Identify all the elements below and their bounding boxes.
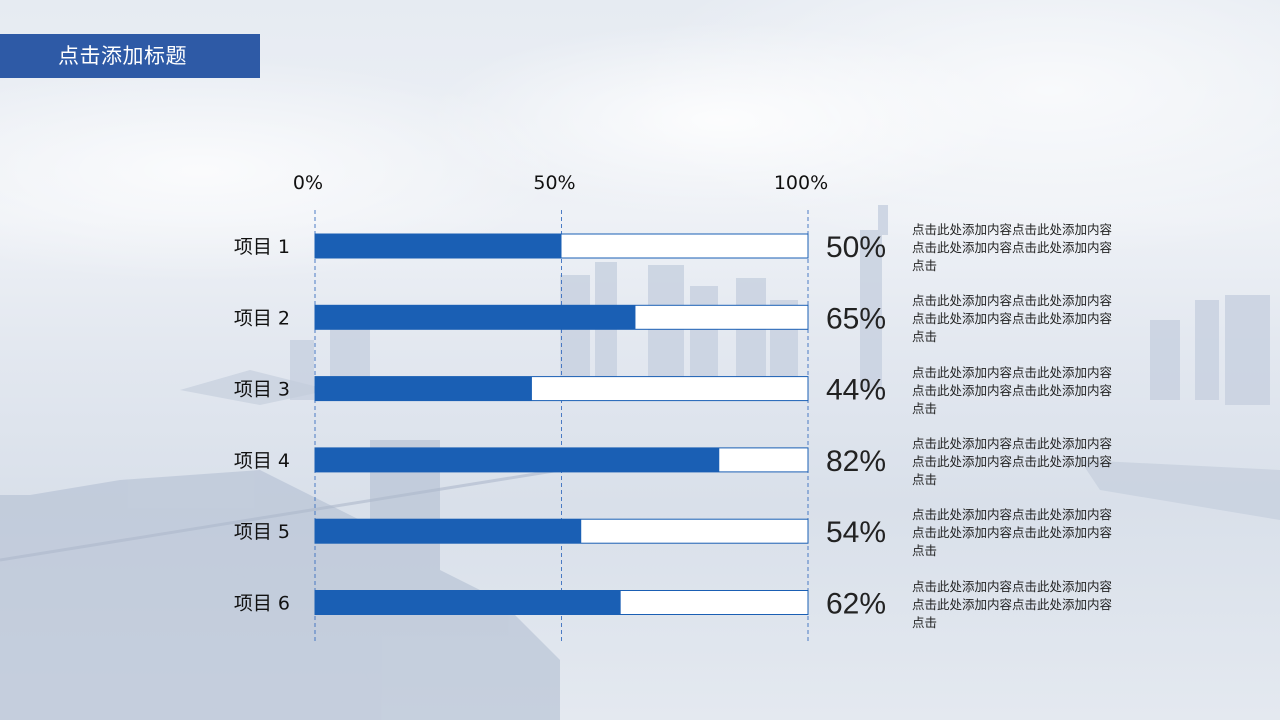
value-label: 54% (826, 516, 886, 549)
bar-row: 项目 4 82% (234, 445, 886, 478)
category-label: 项目 6 (234, 593, 290, 615)
description-text[interactable]: 点击此处添加内容点击此处添加内容点击此处添加内容点击此处添加内容点击 (912, 222, 1113, 273)
bars: 项目 1 50% 项目 2 65% 项目 3 44% 项目 4 82% 项目 5 54% 项目 6 6… (234, 231, 886, 621)
category-label: 项目 5 (234, 521, 290, 543)
x-axis-ticks: 0% 50% 100% (293, 172, 828, 194)
value-label: 65% (826, 302, 886, 335)
description-text[interactable]: 点击此处添加内容点击此处添加内容点击此处添加内容点击此处添加内容点击 (912, 507, 1113, 559)
x-tick-label: 0% (293, 172, 323, 194)
bar-fill (315, 376, 532, 401)
category-label: 项目 1 (234, 236, 290, 258)
value-label: 82% (826, 445, 886, 478)
value-label: 50% (826, 231, 886, 264)
title-bar: 点击添加标题 (0, 34, 260, 78)
bar-row: 项目 1 50% (234, 231, 886, 264)
bar-row: 项目 3 44% (234, 374, 886, 407)
value-label: 44% (826, 374, 886, 407)
x-tick-label: 100% (774, 172, 828, 194)
category-label: 项目 2 (234, 307, 290, 329)
value-label: 62% (826, 588, 886, 621)
description-text[interactable]: 点击此处添加内容点击此处添加内容点击此处添加内容点击此处添加内容点击 (912, 435, 1113, 487)
description-text[interactable]: 点击此处添加内容点击此处添加内容点击此处添加内容点击此处添加内容点击 (912, 293, 1113, 345)
description-text[interactable]: 点击此处添加内容点击此处添加内容点击此处添加内容点击此处添加内容点击 (912, 364, 1113, 416)
bar-fill (315, 519, 582, 544)
description-text[interactable]: 点击此处添加内容点击此处添加内容点击此处添加内容点击此处添加内容点击 (912, 578, 1113, 630)
bar-fill (315, 234, 562, 258)
slide-title[interactable]: 点击添加标题 (58, 44, 187, 68)
bar-row: 项目 2 65% (234, 302, 886, 335)
bar-fill (315, 447, 720, 472)
bar-row: 项目 6 62% (234, 588, 886, 621)
bar-fill (315, 590, 621, 615)
category-label: 项目 3 (234, 379, 290, 401)
bar-row: 项目 5 54% (234, 516, 886, 549)
category-label: 项目 4 (234, 450, 290, 472)
bar-fill (315, 305, 636, 330)
x-tick-label: 50% (533, 172, 575, 194)
gridlines (314, 210, 809, 643)
